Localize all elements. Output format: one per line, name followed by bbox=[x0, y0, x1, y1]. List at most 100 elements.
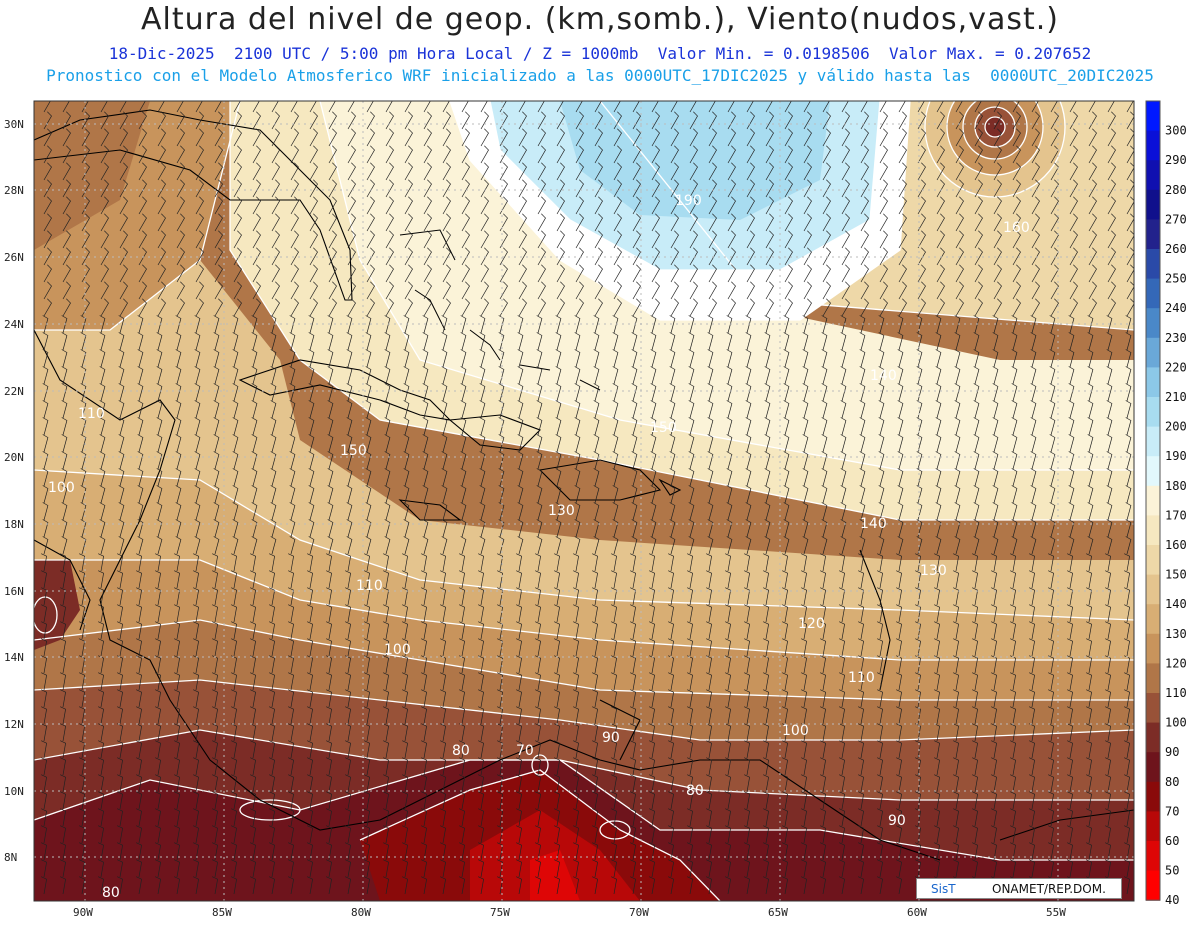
wind-barb bbox=[119, 179, 128, 198]
wind-barb bbox=[630, 859, 636, 878]
wind-barb bbox=[746, 264, 755, 283]
colorbar-label: 160 bbox=[1165, 538, 1187, 552]
wind-barb bbox=[402, 604, 408, 623]
wind-barb bbox=[972, 553, 978, 572]
wind-barb bbox=[839, 876, 845, 895]
wind-barb bbox=[194, 332, 201, 351]
wind-barb bbox=[193, 689, 199, 708]
wind-barb bbox=[725, 553, 731, 572]
wind-barb bbox=[252, 111, 261, 130]
wind-barb bbox=[1048, 774, 1054, 793]
wind-barb bbox=[478, 638, 484, 657]
wind-barb bbox=[612, 485, 619, 504]
wind-barb bbox=[270, 468, 277, 487]
wind-barb bbox=[155, 655, 161, 674]
wind-barb bbox=[745, 485, 752, 504]
wind-barb bbox=[917, 101, 925, 113]
wind-barb bbox=[461, 247, 470, 266]
wind-barb bbox=[706, 689, 712, 708]
wind-barb bbox=[61, 349, 68, 368]
wind-barb bbox=[383, 655, 389, 674]
wind-barb bbox=[497, 876, 503, 895]
wind-barb bbox=[936, 213, 945, 232]
wind-barb bbox=[41, 791, 47, 810]
coastlines bbox=[34, 109, 1134, 861]
wind-barb bbox=[1011, 519, 1018, 538]
wind-barb bbox=[1124, 621, 1130, 640]
wind-barb bbox=[193, 876, 199, 895]
wind-barb bbox=[746, 281, 755, 300]
wind-barb bbox=[309, 179, 318, 198]
wind-barb bbox=[537, 128, 546, 147]
wind-barb bbox=[1067, 570, 1073, 589]
wind-barb bbox=[727, 247, 736, 266]
wind-barb bbox=[250, 621, 256, 640]
wind-barb bbox=[290, 179, 299, 198]
wind-barb bbox=[1050, 196, 1059, 215]
wind-barb bbox=[118, 366, 125, 385]
wind-barb bbox=[1031, 145, 1040, 164]
wind-barb bbox=[43, 298, 52, 317]
wind-barb bbox=[708, 101, 716, 113]
wind-barb bbox=[669, 366, 676, 385]
wind-barb bbox=[459, 689, 465, 708]
wind-barb bbox=[915, 553, 921, 572]
wind-barb bbox=[497, 706, 503, 725]
wind-barb bbox=[251, 519, 258, 538]
wind-barb bbox=[269, 604, 275, 623]
wind-barb bbox=[364, 706, 370, 725]
wind-barb bbox=[327, 315, 334, 334]
wind-barb bbox=[441, 536, 448, 555]
wind-barb bbox=[403, 417, 410, 436]
wind-barb bbox=[1069, 247, 1078, 266]
wind-barb bbox=[346, 400, 353, 419]
wind-barb bbox=[459, 842, 465, 861]
wind-barb bbox=[974, 162, 983, 181]
wind-barb bbox=[1125, 451, 1132, 470]
wind-barb bbox=[1105, 706, 1111, 725]
wind-barb bbox=[936, 145, 945, 164]
colorbar-label: 90 bbox=[1165, 745, 1179, 759]
wind-barb bbox=[1049, 315, 1056, 334]
wind-barb bbox=[878, 349, 885, 368]
wind-barb bbox=[746, 145, 755, 164]
wind-barb bbox=[592, 689, 598, 708]
wind-barb bbox=[746, 128, 755, 147]
wind-barb bbox=[250, 604, 256, 623]
contour-label: 90 bbox=[888, 813, 906, 829]
wind-barb bbox=[136, 604, 142, 623]
wind-barb bbox=[782, 757, 788, 776]
wind-barb bbox=[231, 638, 237, 657]
wind-barb bbox=[518, 101, 526, 113]
wind-barb bbox=[62, 247, 71, 266]
wind-barb bbox=[328, 179, 337, 198]
wind-barb bbox=[687, 859, 693, 878]
wind-barb bbox=[725, 638, 731, 657]
wind-barb bbox=[365, 536, 372, 555]
wind-barb bbox=[385, 247, 394, 266]
wind-barb bbox=[649, 689, 655, 708]
wind-barb bbox=[174, 876, 180, 895]
wind-barb bbox=[80, 536, 87, 555]
wind-barb bbox=[98, 876, 104, 895]
graticule bbox=[34, 101, 1134, 901]
wind-barb bbox=[744, 689, 750, 708]
wind-barb bbox=[80, 315, 87, 334]
wind-barb bbox=[972, 672, 978, 691]
wind-barb bbox=[1011, 502, 1018, 521]
wind-barb bbox=[461, 101, 469, 113]
wind-barb bbox=[972, 774, 978, 793]
wind-barb bbox=[688, 366, 695, 385]
wind-barb bbox=[250, 570, 256, 589]
wind-barb bbox=[764, 315, 771, 334]
wind-barb bbox=[706, 876, 712, 895]
wind-barb bbox=[1124, 757, 1130, 776]
wind-barb bbox=[461, 179, 470, 198]
wind-barb bbox=[972, 587, 978, 606]
wind-barb bbox=[1029, 723, 1035, 742]
wind-barb bbox=[364, 774, 370, 793]
wind-barb bbox=[213, 485, 220, 504]
wind-barb bbox=[745, 349, 752, 368]
wind-barb bbox=[138, 179, 147, 198]
wind-barb bbox=[98, 621, 104, 640]
